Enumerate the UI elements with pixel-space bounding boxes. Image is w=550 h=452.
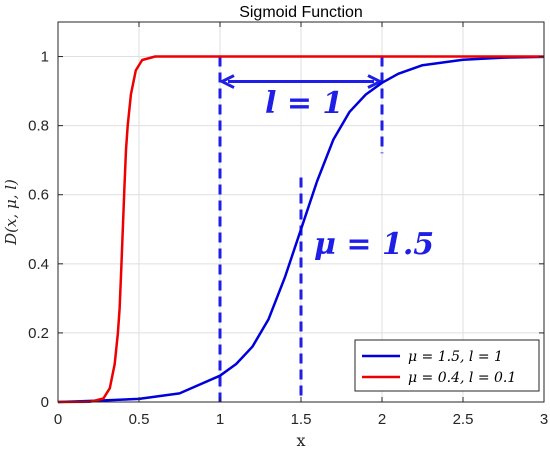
axes-frame — [57, 21, 545, 403]
legend: μ = 1.5, l = 1 μ = 0.4, l = 0.1 — [354, 339, 540, 392]
l-width-annotation: l = 1 — [265, 86, 343, 121]
legend-entry-series-1: μ = 1.5, l = 1 — [408, 349, 503, 365]
x-tick-label: 3 — [540, 411, 548, 428]
y-tick-label: 0.6 — [28, 187, 49, 204]
x-axis-label: x — [296, 431, 305, 450]
series-lines — [57, 55, 545, 404]
x-tick-labels: 0 0.5 1 1.5 2 2.5 3 — [54, 411, 548, 428]
y-tick-label: 0.8 — [28, 118, 49, 135]
mu-center-annotation: μ = 1.5 — [314, 227, 434, 262]
y-tick-label: 0 — [41, 394, 49, 411]
chart-title: Sigmoid Function — [239, 4, 363, 21]
annotation-arrow-head-left — [218, 74, 235, 89]
x-tick-label: 1 — [216, 411, 224, 428]
x-tick-label: 1.5 — [291, 411, 312, 428]
x-tick-label: 0.5 — [129, 411, 150, 428]
y-tick-label: 1 — [41, 49, 49, 66]
series-line-1 — [57, 55, 545, 404]
series-line-2 — [57, 55, 544, 404]
y-axis-label: D(x, μ, l) — [2, 179, 20, 246]
y-tick-labels: 0 0.2 0.4 0.6 0.8 1 — [28, 49, 49, 411]
annotation-arrow-head-right — [367, 74, 384, 89]
x-tick-label: 2.5 — [453, 411, 474, 428]
x-tick-label: 0 — [54, 411, 62, 428]
mu-guide-lines — [218, 56, 384, 402]
x-tick-label: 2 — [378, 411, 386, 428]
y-tick-label: 0.2 — [28, 325, 49, 342]
legend-box — [354, 339, 540, 392]
y-tick-label: 0.4 — [28, 256, 49, 273]
legend-entry-series-2: μ = 0.4, l = 0.1 — [408, 370, 516, 386]
